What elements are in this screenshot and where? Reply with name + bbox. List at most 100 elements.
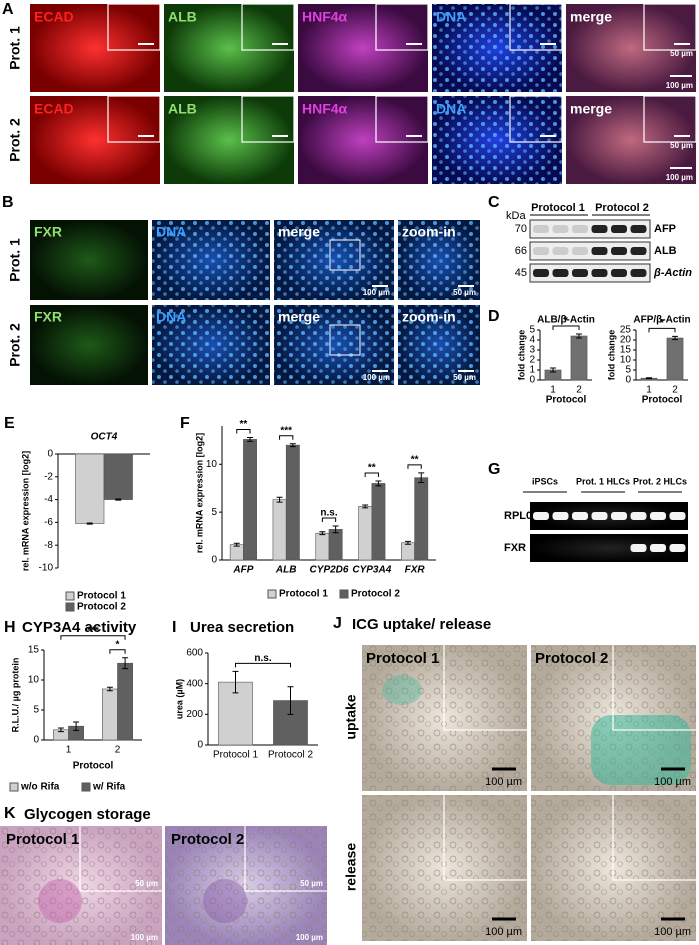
gel-band — [630, 512, 647, 520]
group-label: Protocol 2 — [595, 202, 649, 214]
inset — [509, 3, 563, 51]
micrograph — [298, 96, 428, 184]
legend-label: Protocol 1 — [77, 591, 126, 602]
chart-title: Urea secretion — [190, 619, 294, 636]
legend-label: Protocol 1 — [279, 589, 328, 600]
x-axis-label: Protocol — [73, 761, 114, 772]
error-bar — [233, 542, 240, 547]
y-tick-label: 200 — [186, 709, 203, 720]
y-tick-label: 10 — [620, 355, 632, 366]
y-tick-label: -4 — [44, 494, 53, 505]
panel-letter: F — [180, 415, 190, 432]
error-bar — [576, 333, 582, 339]
gel-band — [552, 512, 569, 520]
marker-label: 66 — [515, 245, 527, 257]
legend-swatch — [81, 782, 91, 792]
panel-title: Glycogen storage — [24, 806, 151, 823]
blot-band — [572, 247, 588, 255]
blot-band — [591, 225, 608, 233]
error-bar — [404, 540, 411, 545]
scale-label: 50 µm — [453, 373, 476, 382]
error-bar — [122, 657, 129, 670]
significance-label: ** — [411, 455, 419, 466]
channel-label: FXR — [34, 224, 62, 240]
gel-band — [611, 512, 627, 520]
channel-label: merge — [570, 101, 612, 117]
x-tick-label: 2 — [576, 385, 582, 396]
panel-letter: D — [488, 308, 500, 325]
blot-band — [591, 269, 608, 277]
y-tick-label: 15 — [28, 645, 40, 656]
legend-label: Protocol 2 — [351, 589, 400, 600]
y-axis-label: fold change — [606, 330, 616, 381]
inset — [241, 3, 295, 51]
inset — [241, 95, 295, 143]
y-tick-label: 3 — [529, 345, 535, 356]
error-bar — [332, 525, 339, 534]
channel-label: HNF4α — [302, 9, 348, 25]
bar — [272, 499, 287, 561]
y-tick-label: 400 — [186, 678, 203, 689]
blot-band — [533, 225, 549, 233]
blot-band — [572, 225, 588, 233]
channel-label: DNA — [156, 309, 186, 325]
inset — [375, 3, 429, 51]
y-axis-label: rel. mRNA expression [log2] — [194, 433, 204, 553]
unit-label: kDa — [506, 210, 526, 222]
y-tick-label: -2 — [44, 471, 53, 482]
significance-bracket — [279, 435, 294, 440]
blot-band — [572, 269, 588, 277]
y-tick-label: 10 — [28, 675, 40, 686]
blot-band — [611, 247, 627, 255]
significance-label: n.s. — [254, 653, 271, 664]
micrograph — [30, 4, 160, 92]
y-tick-label: -8 — [44, 540, 53, 551]
blot — [529, 219, 651, 239]
chart-title: OCT4 — [91, 432, 118, 443]
significance-bracket — [235, 662, 291, 668]
x-tick-label: 1 — [550, 385, 556, 396]
x-tick-label: Protocol 1 — [213, 750, 258, 761]
significance-label: * — [116, 639, 120, 650]
column-label: Protocol 2 — [535, 650, 608, 667]
panel-letter: A — [2, 1, 14, 18]
panel-title: ICG uptake/ release — [352, 616, 491, 633]
group-label: Protocol 1 — [531, 202, 585, 214]
error-bar — [287, 686, 294, 715]
gel-band — [630, 544, 647, 552]
channel-label: ECAD — [34, 101, 74, 117]
legend-swatch — [9, 782, 19, 792]
error-bar — [375, 480, 382, 487]
inset — [107, 3, 161, 51]
y-tick-label: 0 — [33, 735, 39, 746]
significance-label: *** — [280, 425, 292, 436]
bar — [75, 453, 105, 524]
y-tick-label: 5 — [211, 507, 217, 518]
error-bar — [550, 367, 556, 373]
scale-label: 100 µm — [654, 776, 691, 788]
significance-label: ** — [368, 463, 376, 474]
bar — [328, 529, 343, 561]
bar — [117, 662, 133, 741]
inset — [643, 95, 697, 143]
group-label: iPSCs — [532, 476, 558, 486]
channel-label: merge — [570, 9, 612, 25]
chart-title: CYP3A4 activity — [22, 619, 137, 636]
blot — [529, 263, 651, 283]
legend-swatch — [339, 589, 349, 599]
y-tick-label: 4 — [529, 335, 535, 346]
error-bar — [106, 686, 113, 692]
panel-letter: E — [4, 415, 15, 432]
channel-label: zoom-in — [402, 224, 456, 240]
blot — [529, 241, 651, 261]
bar — [285, 444, 300, 561]
scale-label: 100 µm — [363, 373, 390, 382]
scale-label: 50 µm — [300, 879, 323, 888]
channel-label: ALB — [168, 101, 197, 117]
row-label: uptake — [343, 694, 359, 739]
legend-label: w/ Rifa — [92, 782, 126, 793]
bar — [401, 542, 415, 561]
bar — [243, 439, 257, 561]
inset — [107, 95, 161, 143]
